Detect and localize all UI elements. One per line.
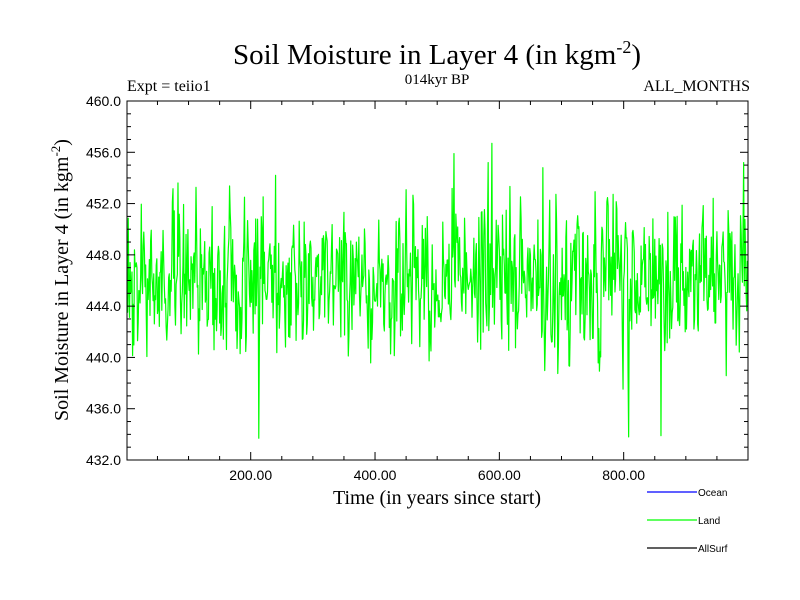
chart-title-superscript: -2: [616, 37, 631, 57]
y-tick-label: 432.0: [86, 452, 121, 468]
chart-title: Soil Moisture in Layer 4 (in kgm-2): [233, 37, 641, 71]
plot-area: [126, 100, 749, 461]
x-tick-label: 200.00: [229, 467, 272, 483]
subtitle-experiment: Expt = teiio1: [127, 78, 211, 95]
y-axis-title-main: Soil Moisture in Layer 4 (in kgm: [51, 156, 73, 421]
chart-title-main: Soil Moisture in Layer 4 (in kgm: [233, 39, 617, 71]
x-tick-label: 400.00: [354, 467, 397, 483]
legend-label-land: Land: [698, 516, 720, 527]
subtitle-months: ALL_MONTHS: [643, 78, 750, 95]
y-axis-title-close: ): [51, 139, 73, 146]
y-axis: 432.0 436.0 440.0 444.0 448.0 452.0 456.0 460.0: [86, 93, 748, 468]
y-tick-label: 436.0: [86, 401, 121, 417]
y-tick-label: 460.0: [86, 93, 121, 109]
x-axis-title: Time (in years since start): [333, 487, 541, 509]
x-axis: 200.00 400.00 600.00 800.00: [156, 101, 718, 483]
y-tick-label: 444.0: [86, 298, 121, 314]
legend-label-ocean: Ocean: [698, 488, 727, 499]
subtitle-period: 014kyr BP: [405, 72, 470, 88]
chart-title-close: ): [631, 39, 641, 71]
legend: Ocean Land AllSurf: [647, 488, 728, 555]
x-tick-label: 600.00: [478, 467, 521, 483]
y-tick-label: 440.0: [86, 349, 121, 365]
y-axis-title-superscript: -2: [48, 146, 63, 157]
legend-label-allsurf: AllSurf: [698, 544, 728, 555]
y-axis-title: Soil Moisture in Layer 4 (in kgm-2): [48, 139, 73, 421]
y-tick-label: 456.0: [86, 144, 121, 160]
y-tick-label: 452.0: [86, 196, 121, 212]
x-tick-label: 800.00: [602, 467, 645, 483]
y-tick-label: 448.0: [86, 247, 121, 263]
series-line-land: [127, 142, 748, 439]
